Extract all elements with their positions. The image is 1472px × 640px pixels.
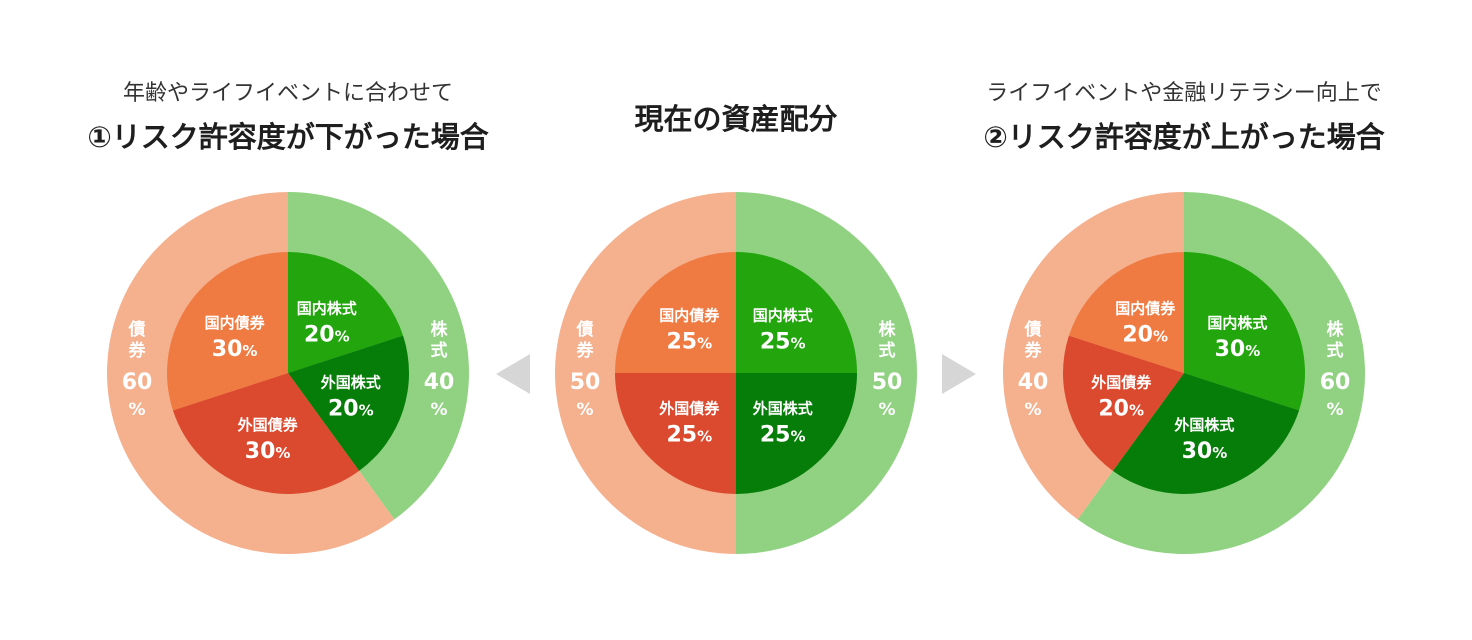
outer-label-unit: % bbox=[878, 400, 895, 420]
inner-slice-1 bbox=[1112, 373, 1300, 494]
outer-label-char: 券 bbox=[1024, 340, 1043, 361]
outer-label-char: 券 bbox=[576, 340, 595, 361]
inner-label-name: 外国株式 bbox=[320, 373, 381, 391]
left-subtitle: 年齢やライフイベントに合わせて bbox=[122, 81, 453, 106]
outer-label-unit: % bbox=[430, 400, 447, 420]
center-title: 現在の資産配分 bbox=[634, 102, 838, 136]
inner-slice-1 bbox=[736, 373, 857, 494]
donut-chart-2: 国内株式 25% 外国株式 25% 外国債券 25% 国内債券 25% 株式 50% 債券 50% bbox=[555, 192, 917, 554]
outer-label-value: 40 bbox=[424, 370, 455, 395]
inner-label-value: 25% bbox=[760, 329, 806, 354]
outer-label-char: 式 bbox=[1327, 340, 1344, 361]
donut-chart-1: 国内株式 20% 外国株式 20% 外国債券 30% 国内債券 30% 株式 40% 債券 60% bbox=[106, 192, 469, 554]
outer-label-char: 式 bbox=[879, 340, 896, 361]
inner-label-value: 25% bbox=[666, 329, 712, 354]
outer-label-char: 券 bbox=[128, 340, 147, 361]
inner-label-value: 30% bbox=[212, 337, 258, 362]
inner-slice-3 bbox=[615, 252, 736, 373]
inner-label-name: 国内債券 bbox=[1115, 300, 1176, 318]
inner-slice-3 bbox=[166, 252, 288, 411]
outer-label-value: 60 bbox=[122, 370, 153, 395]
right-arrow-icon bbox=[942, 354, 976, 394]
outer-label-unit: % bbox=[128, 400, 145, 420]
outer-label-char: 債 bbox=[576, 319, 594, 340]
inner-slice-2 bbox=[172, 373, 360, 494]
outer-label-value: 50 bbox=[872, 370, 903, 395]
outer-label-unit: % bbox=[1024, 400, 1041, 420]
outer-label-char: 式 bbox=[431, 340, 448, 361]
outer-label-value: 50 bbox=[570, 370, 601, 395]
inner-label-name: 国内株式 bbox=[753, 306, 813, 324]
inner-label-name: 外国債券 bbox=[1090, 373, 1152, 391]
outer-label-unit: % bbox=[1326, 400, 1343, 420]
inner-label-name: 外国債券 bbox=[658, 400, 720, 418]
outer-label-char: 債 bbox=[1024, 319, 1042, 340]
inner-label-value: 20% bbox=[1098, 396, 1144, 421]
inner-slice-2 bbox=[615, 373, 736, 494]
outer-label-unit: % bbox=[576, 400, 593, 420]
inner-label-name: 国内株式 bbox=[297, 300, 357, 318]
inner-label-value: 20% bbox=[304, 323, 350, 348]
inner-label-name: 国内債券 bbox=[659, 306, 720, 324]
inner-slice-2 bbox=[1062, 335, 1184, 471]
inner-label-value: 30% bbox=[245, 439, 291, 464]
left-arrow-icon bbox=[496, 354, 530, 394]
inner-label-value: 20% bbox=[328, 396, 374, 421]
outer-label-value: 40 bbox=[1018, 370, 1049, 395]
inner-slice-1 bbox=[288, 335, 410, 471]
outer-label-char: 株 bbox=[1327, 319, 1345, 340]
inner-slice-0 bbox=[288, 252, 404, 373]
inner-label-value: 20% bbox=[1122, 323, 1168, 348]
outer-label-char: 債 bbox=[128, 319, 146, 340]
inner-label-name: 外国債券 bbox=[237, 416, 299, 434]
left-title: ①リスク許容度が下がった場合 bbox=[87, 120, 489, 154]
donut-chart-3: 国内株式 30% 外国株式 30% 外国債券 20% 国内債券 20% 株式 60% 債券 40% bbox=[1003, 191, 1366, 554]
inner-label-name: 国内債券 bbox=[205, 314, 266, 332]
outer-label-char: 株 bbox=[879, 319, 897, 340]
inner-slice-3 bbox=[1068, 251, 1184, 373]
outer-label-value: 60 bbox=[1320, 370, 1351, 395]
inner-label-value: 30% bbox=[1182, 439, 1228, 464]
inner-label-value: 25% bbox=[666, 423, 712, 448]
right-title: ②リスク許容度が上がった場合 bbox=[983, 120, 1385, 154]
inner-label-name: 外国株式 bbox=[752, 400, 813, 418]
inner-slice-0 bbox=[1184, 252, 1306, 411]
inner-slice-0 bbox=[736, 252, 857, 373]
right-subtitle: ライフイベントや金融リテラシー向上で bbox=[986, 81, 1382, 106]
inner-label-name: 国内株式 bbox=[1207, 314, 1267, 332]
inner-label-value: 30% bbox=[1215, 337, 1261, 362]
inner-label-value: 25% bbox=[760, 423, 806, 448]
inner-label-name: 外国株式 bbox=[1173, 416, 1234, 434]
outer-label-char: 株 bbox=[431, 319, 449, 340]
